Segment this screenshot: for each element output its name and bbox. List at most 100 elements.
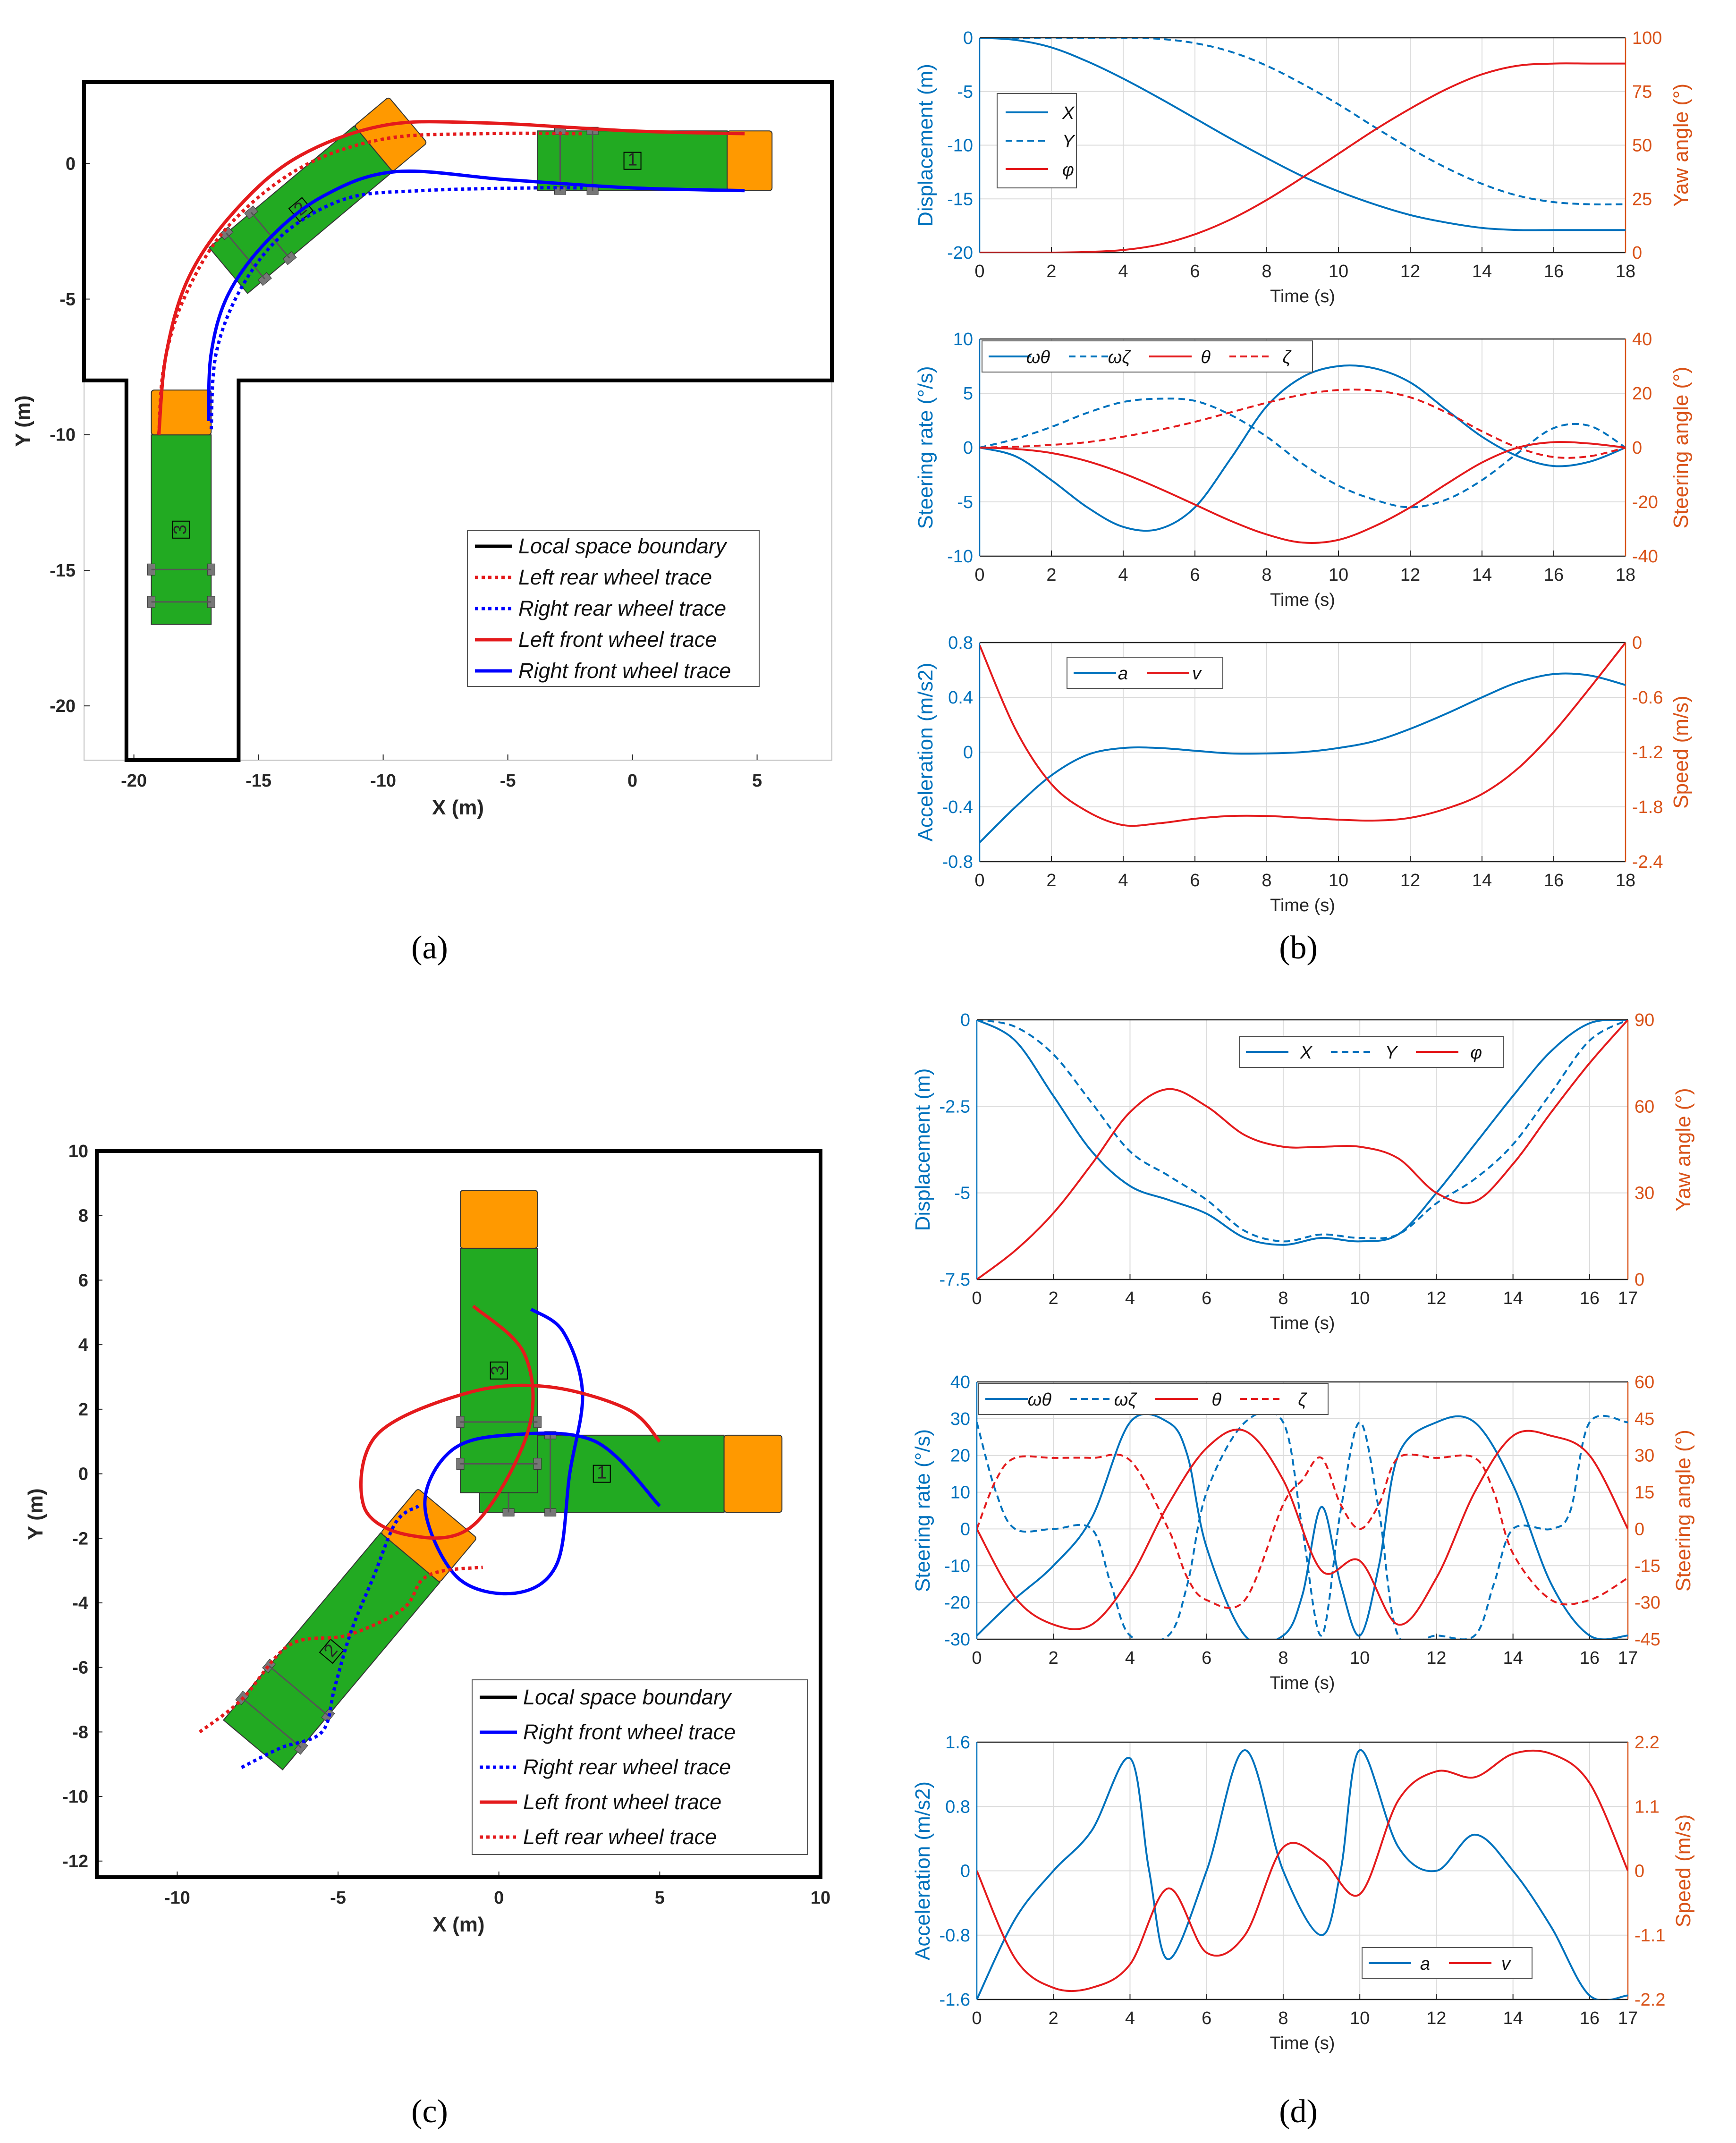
x-tick-label: 14	[1472, 871, 1492, 890]
y-axis-title-right: Steering angle (°)	[1669, 367, 1693, 529]
x-tick-label: 4	[1118, 262, 1128, 281]
vehicle-3: 3	[456, 1190, 542, 1493]
series-line-v	[977, 1749, 1628, 1992]
trace-right-front-wheel-trace	[207, 169, 745, 422]
y-tick-label: 4	[78, 1335, 88, 1355]
x-tick-label: -15	[246, 771, 271, 791]
y-tick-label-right: 90	[1634, 1010, 1654, 1030]
y-tick-label-left: 0	[960, 1010, 970, 1030]
trace-left-front-wheel-trace	[359, 1304, 661, 1540]
legend-label: Y	[1062, 132, 1075, 152]
y-axis-title-left: Steering rate (°/s)	[911, 1429, 934, 1592]
x-axis-title: X (m)	[432, 796, 484, 819]
vehicle-label-box	[319, 1638, 345, 1664]
y-tick-label-left: -30	[944, 1630, 970, 1650]
y-tick-label-left: 0	[960, 1519, 970, 1539]
series-group	[980, 364, 1626, 544]
trace-right-rear-wheel-trace	[209, 186, 583, 430]
y-axis-title-left: Acceleration (m/s2)	[914, 662, 937, 841]
y-tick-label: -2	[72, 1529, 88, 1549]
legend-box	[1067, 657, 1223, 689]
y-tick-label: -5	[59, 290, 76, 310]
axle	[226, 232, 265, 280]
y-tick-label-left: -20	[947, 243, 973, 263]
x-tick-label: 0	[974, 871, 984, 890]
x-tick-label: -5	[330, 1888, 346, 1908]
y-tick-label-right: -20	[1632, 492, 1658, 512]
x-axis-title: X (m)	[433, 1913, 485, 1936]
legend-label: ωθ	[1026, 347, 1050, 367]
y-tick-label-left: -10	[947, 547, 973, 567]
x-tick-label: 8	[1278, 1288, 1288, 1308]
legend-label: θ	[1201, 347, 1211, 367]
legend-box	[467, 530, 760, 687]
vehicle-label-box	[490, 1361, 508, 1380]
y-tick-label-left: 0.8	[945, 1797, 970, 1817]
vehicle-label: 3	[170, 525, 190, 534]
x-tick-label: 18	[1616, 262, 1635, 281]
panel-label: (d)	[1279, 2093, 1318, 2130]
x-axis-title: Time (s)	[1270, 1313, 1335, 1333]
y-tick-label-right: 30	[1634, 1184, 1654, 1203]
legend-label: ωζ	[1114, 1390, 1138, 1410]
y-tick-label-left: 0.8	[948, 633, 973, 653]
y-tick-label-right: 2.2	[1634, 1733, 1660, 1753]
vehicle-cab	[355, 97, 427, 171]
legend-label: X	[1062, 103, 1075, 123]
x-tick-label: 2	[1046, 871, 1056, 890]
y-tick-label: -8	[72, 1722, 88, 1742]
y-tick-label-right: -45	[1634, 1630, 1660, 1650]
y-axis-title: Y (m)	[24, 1488, 47, 1540]
y-tick-label: -12	[62, 1852, 88, 1872]
chart-panel-b3: 0 2 4 6 8 10 12 14 16 180.80.40-0.4-0.80-0.6-1.2-…	[914, 633, 1693, 915]
x-tick-label: 18	[1616, 871, 1635, 890]
y-tick-label-left: -0.8	[942, 852, 973, 872]
vehicle-label-box	[623, 152, 642, 170]
y-tick-label-left: 40	[950, 1372, 970, 1392]
x-axis-title: Time (s)	[1270, 1673, 1335, 1693]
y-tick-label: -10	[50, 425, 76, 445]
x-tick-label: -10	[370, 771, 396, 791]
x-tick-label: 6	[1202, 1648, 1211, 1668]
x-tick-label: 2	[1049, 1288, 1059, 1308]
y-tick-label-right: 1.1	[1634, 1797, 1660, 1817]
local-space-boundary	[95, 1149, 822, 1879]
traces-group	[157, 120, 745, 435]
vehicle-body	[537, 130, 728, 191]
y-tick-label: 0	[66, 154, 76, 174]
y-axis-title-right: Yaw angle (°)	[1669, 84, 1693, 207]
y-tick-label-right: 75	[1632, 82, 1652, 102]
vehicle-cab	[727, 130, 773, 191]
x-tick-label: 6	[1190, 262, 1200, 281]
series-group	[977, 1410, 1628, 1639]
series-line-ωζ	[977, 1410, 1628, 1639]
x-axis-title: Time (s)	[1270, 896, 1335, 915]
chart-panel-d2: 0 2 4 6 8 10 12 14 16 17 40 30 20 10 0 -10 -20 -30 60 45 30 1…	[911, 1372, 1695, 1693]
x-tick-label: 4	[1125, 2008, 1135, 2028]
y-tick-label-left: 10	[953, 330, 973, 349]
x-tick-label: 14	[1472, 262, 1492, 281]
series-group	[977, 1020, 1628, 1279]
chart-panel-b2: 0 2 4 6 8 10 12 14 16 18 10 5 0 -5 -10 40 20 0 -20 -40 Time …	[914, 330, 1693, 610]
x-axis-title: Time (s)	[1270, 287, 1335, 306]
legend-box	[978, 1383, 1329, 1415]
legend: Local space boundary Left rear wheel trac…	[467, 530, 760, 687]
y-tick-label-right: 45	[1634, 1409, 1654, 1429]
y-tick-label-left: -20	[944, 1593, 970, 1613]
x-tick-label: -20	[121, 771, 147, 791]
legend-label: Right rear wheel trace	[518, 596, 726, 620]
vehicle-cab	[459, 1190, 538, 1249]
x-tick-label: 16	[1580, 1648, 1600, 1668]
vehicle-cab	[151, 390, 212, 436]
series-line-φ	[980, 62, 1626, 253]
y-tick-label-left: 10	[950, 1483, 970, 1503]
y-tick-label: -10	[62, 1787, 88, 1807]
y-tick-label: -15	[50, 561, 76, 581]
series-line-θ	[980, 441, 1626, 544]
x-tick-label: 4	[1125, 1648, 1135, 1668]
x-tick-label: 16	[1544, 262, 1564, 281]
y-tick-label-right: -40	[1632, 547, 1658, 567]
y-tick-label-left: 20	[950, 1446, 970, 1466]
